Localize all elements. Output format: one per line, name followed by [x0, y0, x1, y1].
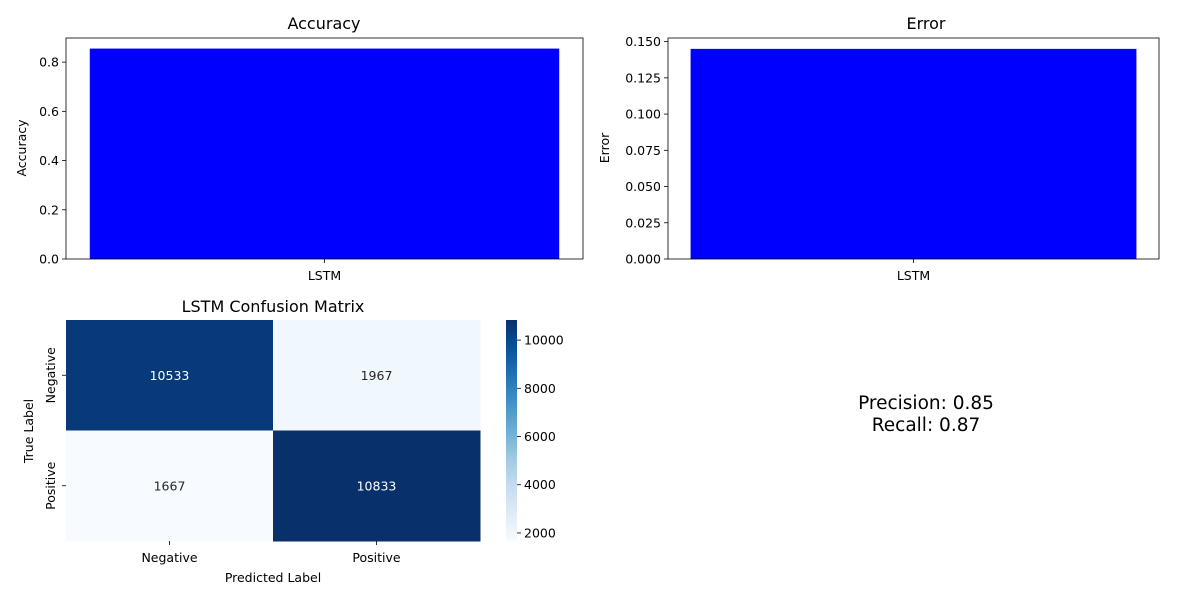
accuracy-axes-frame: [65, 37, 584, 260]
confusion-matrix-x-tick-label: Positive: [352, 550, 400, 565]
confusion-matrix-plot-area: 10533 1967 1667 10833 Negative Positive Negati…: [43, 320, 481, 565]
confusion-matrix-cell: [273, 320, 481, 431]
colorbar-tick-label: 4000: [524, 477, 556, 492]
accuracy-y-axis-label: Accuracy: [14, 119, 29, 177]
error-y-tick-label: 0.025: [625, 215, 661, 230]
error-plot-area: LSTM 0.000 0.025 0.050 0.075 0.100 0.125 0.150: [625, 34, 1160, 283]
error-x-tick-label: LSTM: [897, 268, 930, 283]
confusion-matrix-cell-label: 10833: [357, 478, 397, 493]
confusion-matrix-cell-label: 10533: [150, 368, 190, 383]
accuracy-plot-area: LSTM 0.0 0.2 0.4 0.6 0.8: [39, 37, 584, 283]
error-axes-frame: [667, 37, 1160, 260]
confusion-matrix-y-tick-label: Negative: [43, 347, 58, 403]
error-y-tick-label: 0.125: [625, 70, 661, 85]
confusion-matrix-cell: [273, 430, 481, 542]
recall-text: Recall: 0.87: [872, 415, 981, 436]
accuracy-y-tick-label: 0.8: [39, 55, 59, 70]
error-y-tick-label: 0.050: [625, 179, 661, 194]
confusion-matrix-cell-label: 1967: [361, 368, 393, 383]
colorbar: [506, 320, 517, 541]
error-chart-title: Error: [907, 14, 946, 33]
confusion-matrix-y-tick-label: Positive: [43, 461, 58, 509]
accuracy-y-tick-label: 0.4: [39, 153, 59, 168]
confusion-matrix-cell-label: 1667: [154, 478, 186, 493]
accuracy-y-tick-label: 0.2: [39, 202, 59, 217]
error-y-axis-label: Error: [597, 132, 612, 163]
confusion-matrix-cell: [66, 320, 274, 431]
error-y-tick-label: 0.100: [625, 107, 661, 122]
accuracy-y-tick-label: 0.0: [39, 252, 59, 267]
colorbar-tick-label: 2000: [524, 525, 556, 540]
error-bar: [690, 48, 1137, 259]
accuracy-y-tick-label: 0.6: [39, 104, 59, 119]
colorbar-ticks: 2000 4000 6000 8000 10000: [517, 333, 564, 540]
error-chart: Error LSTM 0.000 0.025 0.050 0.075 0.100 0.125…: [597, 14, 1160, 283]
confusion-matrix-x-tick-label: Negative: [141, 550, 197, 565]
colorbar-tick-label: 6000: [524, 429, 556, 444]
accuracy-x-tick-label: LSTM: [308, 268, 341, 283]
confusion-matrix-chart: LSTM Confusion Matrix 10533 1967 1667 10833…: [21, 297, 564, 585]
metrics-panel: Precision: 0.85 Recall: 0.87: [858, 393, 994, 436]
confusion-matrix-title: LSTM Confusion Matrix: [182, 297, 365, 316]
error-y-tick-label: 0.000: [625, 252, 661, 267]
accuracy-bar: [89, 48, 560, 260]
accuracy-chart: Accuracy LSTM 0.0 0.2 0.4 0.6 0.8 Accuracy: [14, 14, 584, 283]
confusion-matrix-x-axis-label: Predicted Label: [225, 570, 321, 585]
accuracy-chart-title: Accuracy: [287, 14, 360, 33]
precision-text: Precision: 0.85: [858, 393, 994, 414]
error-y-tick-label: 0.150: [625, 34, 661, 49]
confusion-matrix-cell: [66, 430, 274, 542]
confusion-matrix-y-axis-label: True Label: [21, 399, 36, 464]
colorbar-tick-label: 8000: [524, 381, 556, 396]
colorbar-tick-label: 10000: [524, 333, 564, 348]
error-y-tick-label: 0.075: [625, 143, 661, 158]
